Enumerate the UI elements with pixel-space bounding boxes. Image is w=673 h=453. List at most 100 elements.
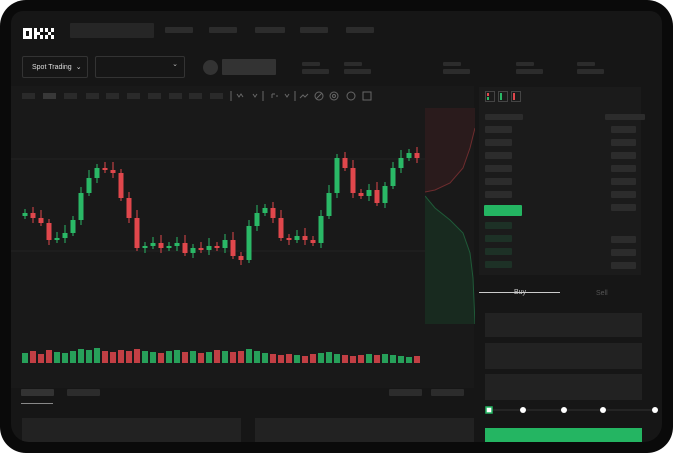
candlestick-chart[interactable]	[11, 111, 431, 386]
volume-bar	[38, 354, 44, 363]
candle	[62, 233, 68, 238]
slider-handle	[485, 406, 493, 414]
nav-item[interactable]	[209, 27, 237, 33]
candle	[214, 246, 220, 248]
volume-bar	[86, 350, 92, 363]
nav-item[interactable]	[300, 27, 328, 33]
candle	[70, 220, 76, 233]
candle	[294, 236, 300, 240]
candle	[30, 213, 36, 218]
filter-button[interactable]	[389, 389, 422, 396]
okx-logo[interactable]	[23, 26, 55, 44]
book-header	[485, 114, 523, 120]
nav-item[interactable]	[255, 27, 285, 33]
ask-row[interactable]	[485, 178, 512, 185]
volume-bar	[102, 351, 108, 363]
interval-button[interactable]	[127, 93, 140, 99]
candle	[126, 198, 132, 218]
volume-bar	[182, 352, 188, 363]
bid-row[interactable]	[485, 222, 512, 229]
volume-bar	[174, 350, 180, 363]
volume-bar	[406, 357, 412, 363]
volume-bar	[382, 354, 388, 363]
volume-bar	[358, 355, 364, 363]
tab-open-orders[interactable]	[21, 389, 54, 396]
chart-panel	[11, 86, 474, 388]
candle	[118, 173, 124, 198]
tab-sell[interactable]: Sell	[596, 290, 608, 297]
volume-bar	[54, 352, 60, 363]
ask-row-value	[611, 152, 636, 159]
interval-button[interactable]	[169, 93, 182, 99]
fx-icon	[271, 93, 278, 98]
pair-name	[222, 59, 276, 75]
ask-row[interactable]	[485, 139, 512, 146]
ask-row[interactable]	[485, 191, 512, 198]
nav-item[interactable]	[346, 27, 374, 33]
amount-input[interactable]	[485, 343, 642, 369]
volume-bar	[110, 352, 116, 363]
volume-bar	[262, 353, 268, 363]
candle	[182, 243, 188, 253]
ask-row-value	[611, 126, 636, 133]
candle	[222, 240, 228, 248]
pair-dropdown[interactable]: ⌄	[95, 56, 185, 78]
bid-row[interactable]	[485, 235, 512, 242]
stat-value	[516, 69, 543, 74]
ask-row-value	[611, 178, 636, 185]
stat-value	[577, 69, 604, 74]
candle	[150, 243, 156, 246]
candle	[318, 216, 324, 243]
candle	[326, 193, 332, 216]
amount-slider[interactable]	[483, 403, 662, 417]
interval-button[interactable]	[106, 93, 119, 99]
chevron-down-icon: ⌄	[75, 64, 82, 71]
volume-bar	[318, 353, 324, 363]
tab-buy[interactable]: Buy	[514, 289, 527, 296]
bid-row-value	[611, 262, 636, 269]
search-bar[interactable]	[70, 23, 154, 38]
volume-bar	[230, 352, 236, 363]
volume-bar	[310, 354, 316, 363]
candle	[278, 218, 284, 238]
candle	[230, 240, 236, 256]
volume-bar	[94, 348, 100, 363]
total-input[interactable]	[485, 374, 642, 400]
volume-bar	[238, 351, 244, 363]
interval-button[interactable]	[43, 93, 56, 99]
candle	[342, 158, 348, 168]
depth-chart	[425, 108, 475, 324]
bid-row[interactable]	[485, 261, 512, 268]
interval-button[interactable]	[86, 93, 99, 99]
candle	[22, 213, 28, 216]
ask-row[interactable]	[485, 126, 512, 133]
interval-button[interactable]	[148, 93, 161, 99]
book-value	[611, 204, 636, 211]
interval-button[interactable]	[189, 93, 202, 99]
volume-bar	[222, 351, 228, 363]
volume-bar	[278, 355, 284, 363]
tab-history[interactable]	[67, 389, 100, 396]
interval-button[interactable]	[22, 93, 35, 99]
ask-row-value	[611, 139, 636, 146]
buy-submit-button[interactable]	[485, 428, 642, 442]
nav-item[interactable]	[165, 27, 193, 33]
candle	[86, 178, 92, 193]
interval-button[interactable]	[64, 93, 77, 99]
price-input[interactable]	[485, 313, 642, 337]
volume-bar	[326, 352, 332, 363]
spot-trading-dropdown[interactable]: Spot Trading ⌄	[22, 56, 88, 78]
candle	[46, 223, 52, 240]
mid-price[interactable]	[484, 205, 522, 216]
stat-value	[302, 69, 329, 74]
buy-tab-underline	[479, 292, 560, 293]
ask-row[interactable]	[485, 152, 512, 159]
interval-button[interactable]	[210, 93, 223, 99]
volume-bar	[270, 354, 276, 363]
candle	[350, 168, 356, 193]
book-view-icons[interactable]	[485, 91, 535, 103]
ask-row[interactable]	[485, 165, 512, 172]
chevron-icon	[252, 93, 258, 98]
filter-button[interactable]	[431, 389, 464, 396]
bid-row[interactable]	[485, 248, 512, 255]
